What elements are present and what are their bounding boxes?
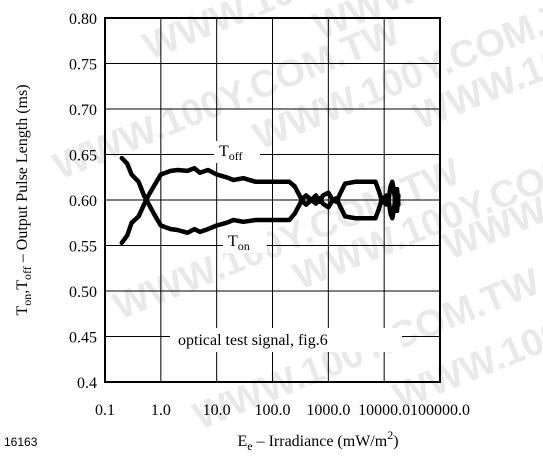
x-tick-label: 10.0 (203, 402, 231, 419)
ton-label-bg (223, 231, 267, 253)
y-tick-label: 0.70 (69, 102, 97, 119)
x-axis-label: Ee – Irradiance (mW/m2) (237, 428, 398, 453)
condition-label-bg (170, 328, 402, 352)
plot-frame (104, 17, 441, 383)
toff-label-bg (214, 141, 260, 163)
x-tick-label: 100000.0 (410, 402, 470, 419)
y-tick-label: 0.80 (69, 11, 97, 28)
x-tick-labels: 0.1 1.0 10.0 100.0 1000.0 10000.0 100000.0 (95, 402, 470, 419)
y-tick-labels: 0.4 0.45 0.50 0.55 0.60 0.65 0.70 0.75 0.80 (69, 11, 97, 392)
y-axis-label: Ton,Toff – Output Pulse Length (ms) (14, 84, 34, 315)
toff-series-label: Toff (219, 143, 243, 163)
ton-series-label: Ton (228, 233, 250, 253)
watermark-layer: WWW.100Y.COM.TWWWW.100Y.COM.TWWWW.100Y.C… (48, 0, 543, 438)
series-line-ton (119, 155, 401, 236)
y-tick-label: 0.4 (77, 375, 97, 392)
series-layer (119, 155, 401, 246)
y-tick-label: 0.45 (69, 330, 97, 347)
series-line-toff (119, 165, 401, 246)
y-tick-label: 0.55 (69, 239, 97, 256)
y-tick-label: 0.60 (69, 193, 97, 210)
condition-label: optical test signal, fig.6 (178, 332, 328, 349)
figure-id: 16163 (4, 435, 38, 449)
y-tick-label: 0.75 (69, 57, 97, 74)
x-tick-label: 1.0 (151, 402, 171, 419)
x-tick-label: 1000.0 (306, 402, 350, 419)
y-tick-label: 0.65 (69, 148, 97, 165)
x-tick-label: 0.1 (95, 402, 115, 419)
x-tick-label: 100.0 (255, 402, 291, 419)
y-tick-label: 0.50 (69, 284, 97, 301)
x-tick-label: 10000.0 (358, 402, 410, 419)
